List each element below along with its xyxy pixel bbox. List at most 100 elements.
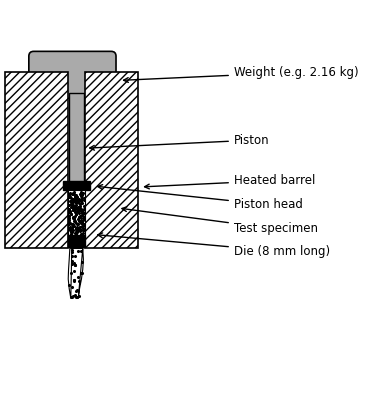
Point	[77, 219, 83, 225]
Point	[73, 220, 79, 226]
Point	[80, 221, 86, 227]
Point	[79, 209, 85, 215]
Point	[73, 193, 78, 199]
Point	[76, 278, 82, 285]
Point	[78, 191, 84, 197]
Point	[78, 231, 84, 237]
Point	[80, 225, 85, 231]
Point	[67, 221, 73, 227]
Point	[69, 258, 75, 264]
Point	[80, 222, 86, 229]
Point	[74, 294, 80, 301]
Point	[73, 210, 79, 217]
Point	[81, 220, 87, 227]
Point	[81, 227, 87, 234]
Point	[73, 195, 79, 201]
Point	[80, 210, 85, 216]
Point	[73, 197, 79, 203]
Point	[78, 220, 84, 227]
Point	[71, 218, 77, 224]
Point	[75, 214, 81, 220]
Point	[73, 218, 78, 224]
Point	[75, 248, 81, 255]
Point	[81, 203, 87, 209]
Point	[75, 227, 81, 233]
Point	[73, 195, 79, 202]
Point	[76, 226, 82, 233]
Point	[66, 215, 72, 222]
Point	[71, 222, 77, 229]
Point	[79, 199, 85, 206]
Point	[78, 189, 84, 195]
Point	[70, 203, 76, 210]
Point	[80, 229, 86, 236]
Point	[73, 202, 79, 208]
Point	[75, 225, 81, 232]
Point	[72, 230, 78, 237]
Point	[81, 194, 87, 201]
Bar	[4, 73, 68, 248]
Point	[67, 198, 73, 204]
Point	[72, 194, 78, 200]
Point	[73, 211, 79, 218]
Point	[77, 205, 83, 212]
Point	[68, 201, 74, 208]
Point	[76, 205, 82, 211]
Bar	[63, 181, 90, 190]
Point	[73, 200, 79, 207]
Point	[73, 288, 79, 295]
Point	[80, 217, 86, 223]
Point	[70, 207, 75, 213]
Point	[74, 205, 80, 212]
Point	[75, 221, 81, 228]
Point	[78, 218, 84, 225]
Point	[79, 259, 85, 265]
Point	[78, 215, 84, 222]
Point	[71, 277, 77, 284]
Point	[80, 190, 86, 196]
Point	[69, 221, 75, 228]
Point	[77, 228, 83, 234]
Point	[76, 200, 82, 206]
Point	[68, 195, 74, 201]
Point	[73, 229, 78, 235]
Point	[75, 204, 81, 210]
Point	[76, 195, 82, 202]
Point	[77, 224, 83, 230]
Point	[67, 208, 73, 215]
Point	[79, 212, 85, 218]
Point	[76, 214, 82, 220]
Point	[75, 205, 81, 212]
Point	[73, 226, 79, 232]
Point	[79, 223, 85, 229]
Point	[68, 226, 74, 233]
Point	[73, 198, 78, 205]
Text: Piston: Piston	[90, 134, 269, 150]
Point	[77, 191, 83, 197]
Point	[74, 197, 80, 204]
Point	[71, 276, 77, 283]
Point	[71, 259, 77, 266]
Point	[76, 293, 82, 299]
Point	[79, 192, 85, 199]
Point	[67, 193, 73, 200]
Point	[67, 226, 73, 232]
Point	[69, 249, 75, 256]
Point	[76, 204, 82, 210]
Point	[73, 293, 79, 300]
Point	[71, 214, 77, 221]
Point	[68, 210, 74, 217]
Point	[66, 206, 72, 212]
Point	[68, 199, 74, 206]
Point	[71, 277, 77, 284]
Point	[66, 213, 72, 220]
Point	[76, 226, 82, 233]
Point	[74, 208, 80, 215]
Point	[78, 196, 84, 203]
Point	[70, 227, 76, 234]
Point	[67, 208, 73, 214]
FancyBboxPatch shape	[29, 51, 116, 98]
Point	[67, 224, 73, 231]
Point	[71, 197, 77, 203]
Point	[79, 210, 85, 216]
